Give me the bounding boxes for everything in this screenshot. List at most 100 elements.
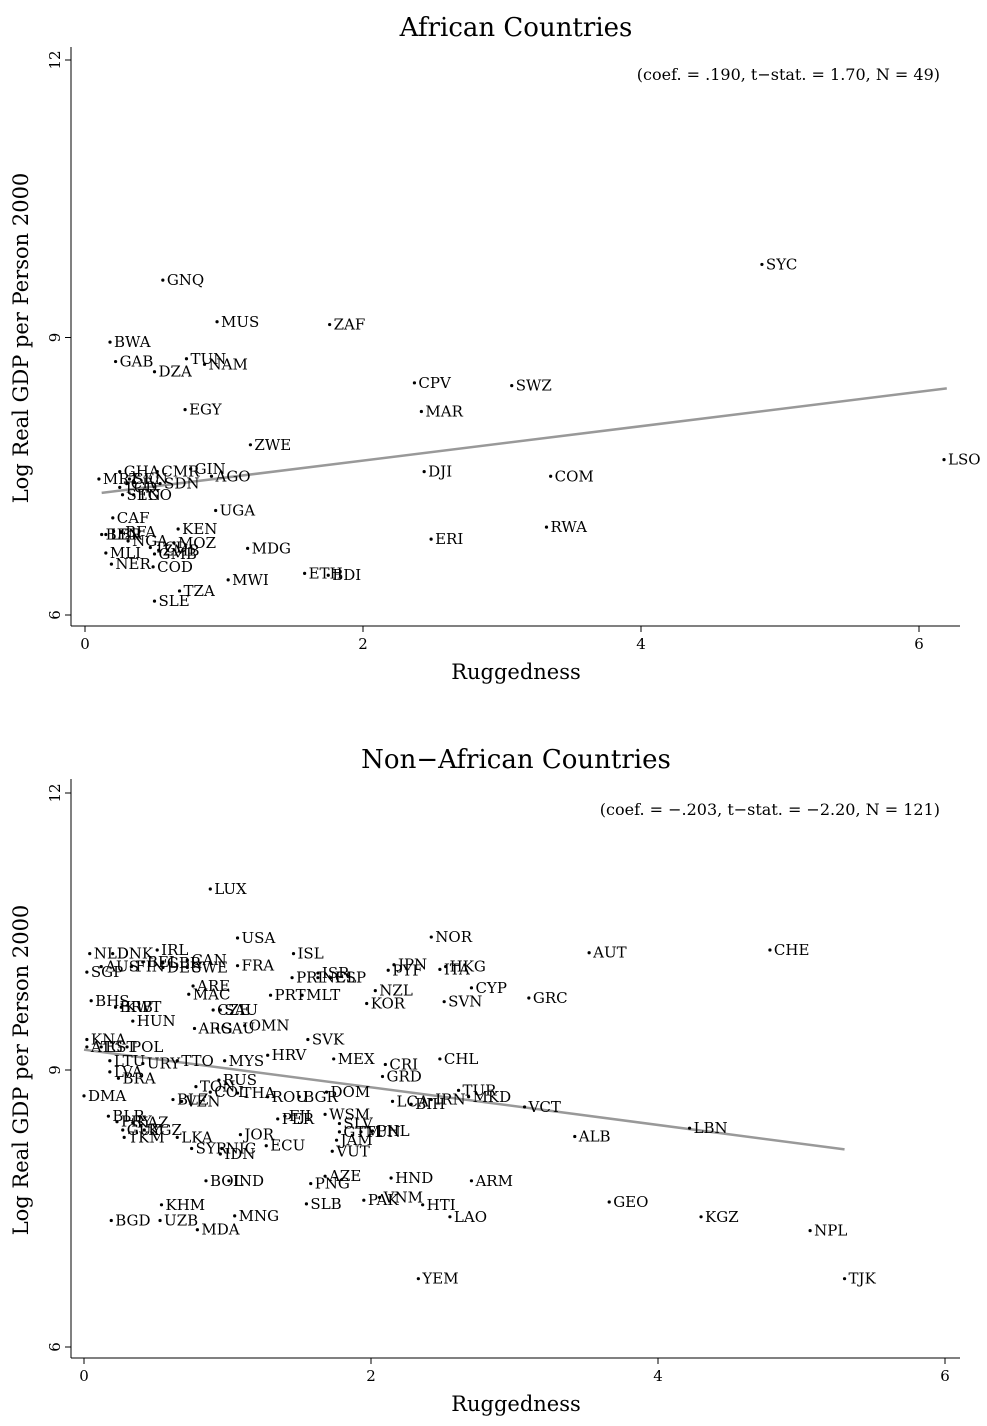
data-point — [158, 1218, 162, 1223]
data-point-label: ISR — [322, 964, 350, 982]
data-point — [306, 1037, 310, 1042]
data-point — [687, 1126, 692, 1130]
data-point — [329, 976, 333, 980]
data-point-label: SLV — [343, 1115, 373, 1133]
data-point — [152, 599, 157, 603]
data-point — [422, 470, 426, 474]
data-point — [119, 530, 123, 534]
data-point — [328, 322, 332, 327]
data-point-label: CPV — [418, 374, 452, 392]
data-point-label: VUT — [335, 1142, 369, 1160]
data-point — [118, 485, 122, 489]
data-point — [217, 1078, 221, 1082]
x-tick-label: 2 — [366, 1367, 376, 1385]
data-point-label: PRI — [296, 969, 323, 987]
data-point-label: LTU — [114, 1052, 145, 1070]
data-point — [359, 1130, 363, 1134]
data-point — [469, 986, 474, 990]
data-point-label: LUX — [214, 880, 247, 898]
data-point-label: MDA — [201, 1221, 239, 1239]
data-point — [177, 589, 182, 593]
data-point — [194, 1085, 198, 1089]
data-point-label: MLT — [306, 986, 340, 1004]
chart-title: African Countries — [399, 13, 633, 43]
y-axis-label: Log Real GDP per Person 2000 — [9, 905, 33, 1236]
data-point — [215, 1026, 220, 1031]
data-point — [159, 1203, 164, 1207]
data-point — [161, 965, 165, 970]
data-point-label: DEU — [167, 959, 203, 977]
data-point-label: JPN — [396, 956, 427, 974]
data-point-label: NCL — [322, 969, 357, 987]
data-point — [100, 532, 104, 537]
data-point — [300, 993, 304, 997]
data-point — [88, 952, 92, 956]
data-point-label: LBN — [694, 1119, 728, 1137]
data-point — [283, 1114, 287, 1118]
data-point-label: ESP — [335, 969, 366, 987]
x-axis-label: Ruggedness — [451, 1392, 581, 1416]
data-point-label: URY — [147, 1055, 181, 1073]
data-point-label: OMN — [249, 1017, 290, 1035]
data-point — [304, 1202, 309, 1206]
data-point — [89, 999, 93, 1003]
data-point-label: HTI — [427, 1196, 456, 1214]
data-point-label: AUT — [592, 944, 626, 962]
data-point-label: TJK — [849, 1270, 877, 1288]
x-tick-label: 4 — [636, 635, 646, 653]
data-point — [409, 1102, 413, 1106]
data-point-label: TUN — [365, 1123, 401, 1141]
data-point-label: HRV — [272, 1046, 308, 1064]
data-point — [119, 1005, 123, 1009]
data-point-label: ZAF — [334, 316, 366, 334]
data-point — [85, 1045, 89, 1049]
data-point — [192, 1026, 197, 1031]
data-point — [699, 1215, 703, 1219]
data-point — [85, 1037, 89, 1042]
data-point — [549, 474, 553, 478]
data-point — [157, 548, 161, 552]
x-tick-label: 6 — [940, 1367, 950, 1385]
data-point-label: CHL — [444, 1050, 479, 1068]
data-point — [152, 370, 157, 374]
data-point-label: SLB — [310, 1195, 341, 1213]
data-point — [131, 1019, 135, 1023]
data-point-label: KWT — [125, 998, 161, 1016]
data-point — [158, 482, 162, 486]
data-point-label: NAM — [209, 355, 248, 373]
data-point-label: GEO — [613, 1193, 648, 1211]
data-point-label: NPL — [814, 1222, 847, 1240]
data-point-label: SGP — [91, 963, 123, 981]
data-point-label: RWA — [550, 518, 587, 536]
data-point — [185, 965, 189, 970]
data-point-label: HUN — [137, 1012, 176, 1030]
data-point-label: AGO — [214, 467, 250, 485]
data-point — [324, 1090, 329, 1094]
data-point — [276, 1117, 280, 1121]
data-point-label: MLI — [110, 544, 141, 562]
data-point-label: GAB — [120, 353, 154, 371]
data-point — [155, 948, 159, 952]
data-point — [469, 1179, 474, 1183]
data-point-label: ATG — [90, 1038, 123, 1056]
data-point-label: SAU — [224, 1001, 258, 1019]
data-point — [104, 551, 108, 555]
data-point — [99, 964, 103, 969]
data-point — [389, 1176, 393, 1180]
data-point — [268, 993, 273, 997]
data-point-label: VCT — [528, 1098, 561, 1116]
data-point — [332, 1057, 336, 1061]
data-point-label: FRA — [242, 957, 275, 975]
data-point — [448, 1215, 452, 1219]
data-point — [97, 477, 101, 481]
data-point — [238, 1133, 243, 1137]
data-point-label: PNG — [315, 1175, 350, 1193]
data-point — [444, 964, 448, 969]
data-point-label: POL — [131, 1038, 163, 1056]
data-point-label: LKA — [181, 1128, 213, 1146]
data-point-label: TCD — [124, 478, 158, 496]
data-point — [187, 992, 191, 996]
data-point-label: TON — [200, 1078, 235, 1096]
x-tick-label: 6 — [914, 635, 924, 653]
data-point-label: SDN — [164, 475, 199, 493]
